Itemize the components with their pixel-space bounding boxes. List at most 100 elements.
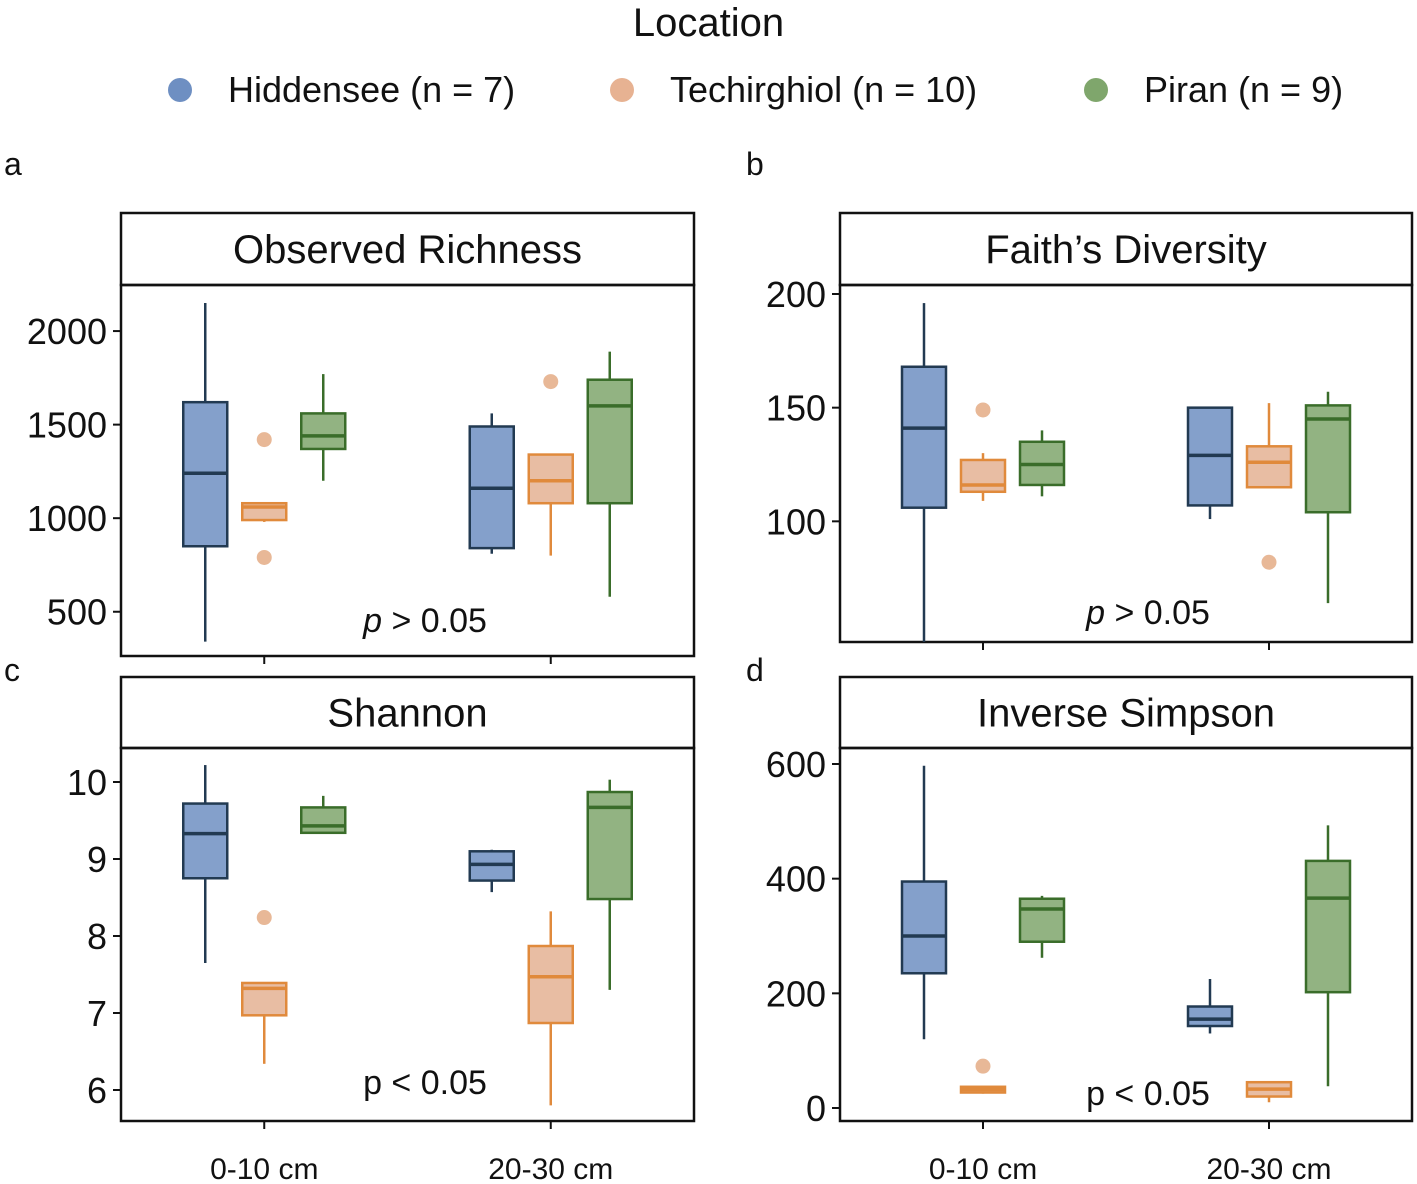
box-hiddensee-20-30 [468,849,515,893]
box-piran-0-10 [300,795,347,835]
box-hiddensee-0-10 [900,765,948,1040]
y-tick-label: 8 [87,916,107,957]
legend-item-hiddensee: Hiddensee (n = 7) [168,66,515,114]
box-hiddensee-0-10 [900,303,948,642]
y-tick-label: 600 [766,744,826,785]
x-tick-label: 0-10 cm [929,1153,1037,1184]
p-value-annotation: p > 0.05 [1085,594,1210,632]
legend-title: Location [632,1,785,45]
panel-title: Inverse Simpson [977,692,1275,736]
panel-title: Observed Richness [233,228,582,272]
panel-d: Inverse Simpson 0 200 400 600 0-10 cm 20-30 cm… [766,675,1414,1184]
outlier-point [256,910,272,926]
y-tick-label: 6 [87,1070,107,1111]
box-piran-20-30 [586,779,633,990]
legend-swatch [168,78,192,102]
box-techirghiol-0-10 [241,432,288,565]
x-tick-label: 0-10 cm [210,1153,318,1184]
p-value-annotation: p < 0.05 [363,1064,487,1102]
legend-swatch [610,78,634,102]
y-tick-label: 1500 [27,405,107,446]
panel-c: Shannon 6 7 8 9 10 0-10 cm 20-30 cm p < 0.05 [67,675,696,1184]
box-hiddensee-0-10 [182,765,229,963]
plot-frame [838,283,1414,644]
p-value-annotation: p < 0.05 [1086,1075,1210,1113]
panel-title: Faith’s Diversity [985,228,1267,272]
box-body [527,944,574,1025]
strip-header [119,675,696,750]
y-tick-label: 400 [766,859,826,900]
box-techirghiol-20-30 [1245,1080,1293,1103]
box-piran-0-10 [1018,430,1066,497]
panel-a: Observed Richness 500 1000 1500 2000 p > 0.05 [27,211,696,664]
legend-label: Piran (n = 9) [1144,69,1344,110]
outlier-point [256,549,272,565]
outlier-point [256,432,272,448]
y-tick-label: 1000 [27,498,107,539]
y-tick-label: 0 [806,1088,826,1129]
y-tick-label: 500 [47,592,107,633]
strip-header [838,675,1414,750]
legend: Hiddensee (n = 7) Techirghiol (n = 10) P… [0,66,1417,114]
box-piran-20-30 [1304,391,1352,604]
panel-letter-c: c [4,652,20,688]
plot-frame [119,746,696,1123]
p-value-annotation: p > 0.05 [362,602,487,640]
legend-item-techirghiol: Techirghiol (n = 10) [610,66,977,114]
p-comparison: > 0.05 [382,602,487,640]
box-piran-20-30 [586,351,633,597]
box-body [586,790,633,901]
panel-letter-d: d [746,652,764,688]
y-tick-label: 9 [87,839,107,880]
outlier-point [975,1058,991,1074]
panel-letter-a: a [4,146,22,182]
box-techirghiol-0-10 [241,910,288,1064]
y-tick-label: 100 [766,501,826,542]
box-body [1018,897,1066,943]
box-hiddensee-20-30 [1186,979,1234,1034]
outlier-point [1261,554,1277,570]
box-piran-0-10 [300,374,347,481]
y-tick-label: 2000 [27,311,107,352]
box-hiddensee-0-10 [182,303,229,642]
p-comparison: > 0.05 [1105,594,1210,632]
strip-header [119,211,696,287]
x-tick-label: 20-30 cm [1206,1153,1331,1184]
x-tick-label: 20-30 cm [488,1153,613,1184]
p-symbol: p [1085,594,1105,632]
box-body [586,378,633,505]
legend-swatch [1084,78,1108,102]
y-tick-label: 200 [766,973,826,1014]
box-hiddensee-20-30 [468,413,515,554]
outlier-point [975,402,991,418]
box-body [300,806,347,835]
box-body [1304,859,1352,994]
box-body [300,412,347,451]
panel-letter-b: b [746,146,764,182]
box-piran-0-10 [1018,895,1066,958]
y-tick-label: 200 [766,274,826,315]
box-hiddensee-20-30 [1186,406,1234,520]
box-piran-20-30 [1304,825,1352,1087]
box-techirghiol-0-10 [959,1058,1007,1094]
plot-frame [838,746,1414,1123]
panel-title: Shannon [327,692,487,736]
box-techirghiol-20-30 [527,374,574,556]
box-body [900,365,948,509]
box-body [959,458,1007,494]
p-symbol: p [362,602,382,640]
y-tick-label: 150 [766,388,826,429]
legend-label: Hiddensee (n = 7) [228,69,516,110]
outlier-point [543,374,559,390]
legend-label: Techirghiol (n = 10) [670,69,978,110]
box-techirghiol-0-10 [959,402,1007,501]
box-techirghiol-20-30 [527,911,574,1106]
box-body [900,880,948,975]
y-tick-label: 7 [87,993,107,1034]
strip-header [838,211,1414,287]
box-body [1304,404,1352,514]
legend-item-piran: Piran (n = 9) [1084,66,1343,114]
panel-b: Faith’s Diversity 100 150 200 p > 0.05 [766,211,1414,650]
box-body [1245,445,1293,489]
